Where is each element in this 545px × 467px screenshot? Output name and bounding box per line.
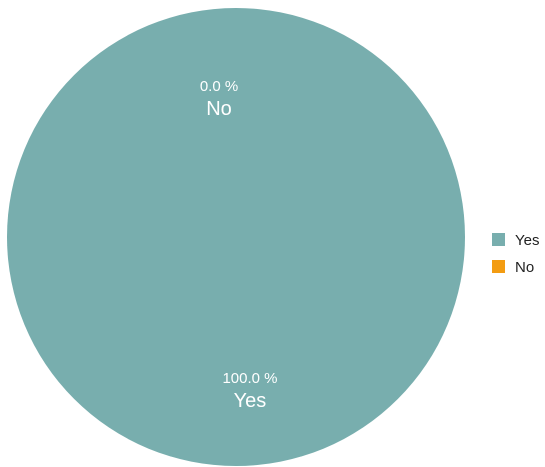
slice-label-no-percent: 0.0 % <box>200 78 238 95</box>
pie-slice-yes[interactable] <box>7 8 465 466</box>
legend-item-no[interactable]: No <box>492 259 534 276</box>
slice-label-yes-name: Yes <box>234 390 267 412</box>
legend: Yes No <box>492 232 539 276</box>
slice-label-yes-percent: 100.0 % <box>222 370 277 387</box>
legend-label-no: No <box>515 259 534 276</box>
legend-swatch-yes <box>492 233 505 246</box>
slice-label-no-name: No <box>206 98 232 120</box>
legend-item-yes[interactable]: Yes <box>492 232 539 249</box>
legend-label-yes: Yes <box>515 232 539 249</box>
pie-slice-labels: 0.0 % No 100.0 % Yes <box>200 78 278 412</box>
legend-swatch-no <box>492 260 505 273</box>
pie-slices <box>7 8 465 466</box>
